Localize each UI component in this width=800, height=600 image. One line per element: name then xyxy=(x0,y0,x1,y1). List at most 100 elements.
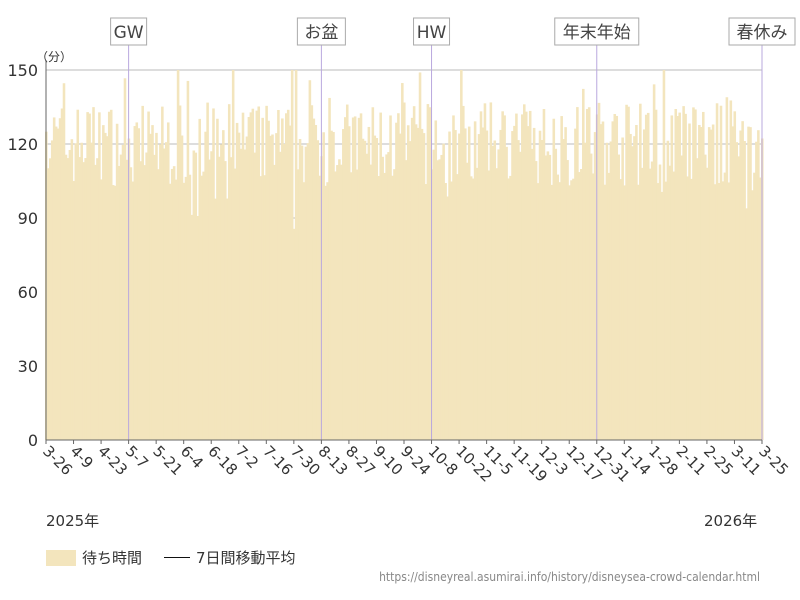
wait-time-bar xyxy=(349,172,353,440)
wait-time-bar xyxy=(465,162,469,441)
wait-time-bar xyxy=(155,132,158,440)
wait-time-bar xyxy=(163,148,166,440)
wait-time-bar xyxy=(515,113,518,440)
x-tick-label: 3-11 xyxy=(728,442,765,479)
wait-time-bar xyxy=(220,144,223,440)
wait-time-bar xyxy=(727,182,731,440)
wait-time-bar xyxy=(375,138,379,441)
wait-time-bar xyxy=(200,175,203,440)
wait-time-bar xyxy=(166,122,170,441)
wait-time-bar xyxy=(261,117,264,440)
wait-time-bar xyxy=(178,105,182,440)
wait-time-bar xyxy=(119,154,123,440)
wait-time-bar xyxy=(648,168,652,440)
wait-time-bar xyxy=(184,176,188,441)
wait-time-bar xyxy=(519,151,522,440)
wait-time-bar xyxy=(290,70,294,440)
wait-time-bar xyxy=(115,123,119,440)
wait-time-bar xyxy=(277,109,280,441)
wait-time-bar xyxy=(605,142,609,440)
x-tick-label: 6-18 xyxy=(204,442,241,479)
wait-time-bar xyxy=(735,142,739,441)
wait-time-bar xyxy=(202,171,205,440)
wait-time-bar xyxy=(176,70,180,440)
wait-time-bar xyxy=(308,80,312,440)
wait-time-bar xyxy=(397,113,400,440)
x-tick-label: 7-30 xyxy=(287,442,324,479)
wait-time-bar xyxy=(322,132,325,440)
wait-time-bar xyxy=(60,108,64,440)
wait-time-bar xyxy=(328,97,331,441)
wait-time-bar xyxy=(578,172,581,441)
wait-time-bar xyxy=(229,157,233,440)
legend-line-swatch xyxy=(164,557,191,558)
wait-time-bar xyxy=(302,182,306,440)
y-tick-label: 0 xyxy=(28,431,38,450)
y-tick-label: 150 xyxy=(7,61,38,80)
wait-time-bar xyxy=(444,183,447,440)
event-label-box xyxy=(413,17,451,46)
wait-time-bar xyxy=(275,133,278,440)
wait-time-bar xyxy=(759,177,762,441)
wait-time-bar xyxy=(133,126,137,441)
wait-time-bar xyxy=(670,115,674,440)
wait-time-bar xyxy=(609,141,613,441)
wait-time-bar xyxy=(719,105,723,440)
wait-time-bar xyxy=(564,127,567,441)
wait-time-bar xyxy=(363,140,367,441)
x-tick-label: 8-13 xyxy=(315,442,352,479)
wait-time-bar xyxy=(283,143,286,440)
wait-time-bar xyxy=(255,110,259,440)
wait-time-bar xyxy=(464,128,467,441)
wait-time-bar xyxy=(737,156,740,440)
wait-time-bar xyxy=(92,107,95,440)
wait-time-bar xyxy=(198,118,202,440)
wait-time-bar xyxy=(182,182,186,440)
wait-time-bar xyxy=(243,149,247,440)
event-markers: GW お盆 HW 年末年始 春休み xyxy=(110,17,796,440)
wait-time-bar xyxy=(668,165,672,440)
wait-time-bar xyxy=(513,125,516,440)
wait-time-bar xyxy=(568,185,571,440)
y-unit-label: （分） xyxy=(36,50,72,64)
wait-time-bar xyxy=(450,181,453,440)
wait-time-bar xyxy=(560,116,563,440)
wait-time-bar xyxy=(310,105,314,440)
wait-time-bar xyxy=(279,151,282,440)
wait-time-bar xyxy=(503,115,506,440)
wait-time-bar xyxy=(703,154,707,440)
wait-time-bar xyxy=(471,178,475,440)
wait-time-bar xyxy=(149,133,152,440)
wait-time-bar xyxy=(273,164,276,440)
wait-time-bar xyxy=(361,138,365,440)
wait-time-bar xyxy=(56,128,60,440)
wait-time-bar xyxy=(664,181,668,440)
wait-time-bar xyxy=(713,184,717,440)
wait-time-bar xyxy=(414,124,418,440)
wait-time-bar xyxy=(190,214,194,440)
wait-time-bar xyxy=(572,178,575,440)
wait-time-bar xyxy=(355,169,359,441)
wait-time-bar xyxy=(129,167,133,440)
wait-time-bar xyxy=(168,183,172,440)
wait-time-bar xyxy=(625,104,628,441)
wait-time-bar xyxy=(707,127,711,440)
wait-time-bar xyxy=(442,143,445,440)
wait-time-bar xyxy=(151,125,154,441)
wait-time-bar xyxy=(540,140,544,440)
wait-time-bar xyxy=(469,176,473,440)
wait-time-bar xyxy=(180,135,184,440)
wait-time-bar xyxy=(432,149,436,441)
event-label-box xyxy=(110,17,148,46)
wait-time-bar xyxy=(253,152,257,440)
wait-time-bar xyxy=(644,114,648,441)
wait-time-bar xyxy=(448,131,451,441)
wait-time-bar xyxy=(235,122,239,441)
wait-time-bar xyxy=(98,112,101,440)
y-tick-label: 60 xyxy=(18,283,38,302)
wait-time-bar xyxy=(676,116,679,441)
wait-time-bar xyxy=(170,168,174,440)
wait-time-bar xyxy=(499,129,502,440)
wait-time-bar xyxy=(107,111,111,440)
